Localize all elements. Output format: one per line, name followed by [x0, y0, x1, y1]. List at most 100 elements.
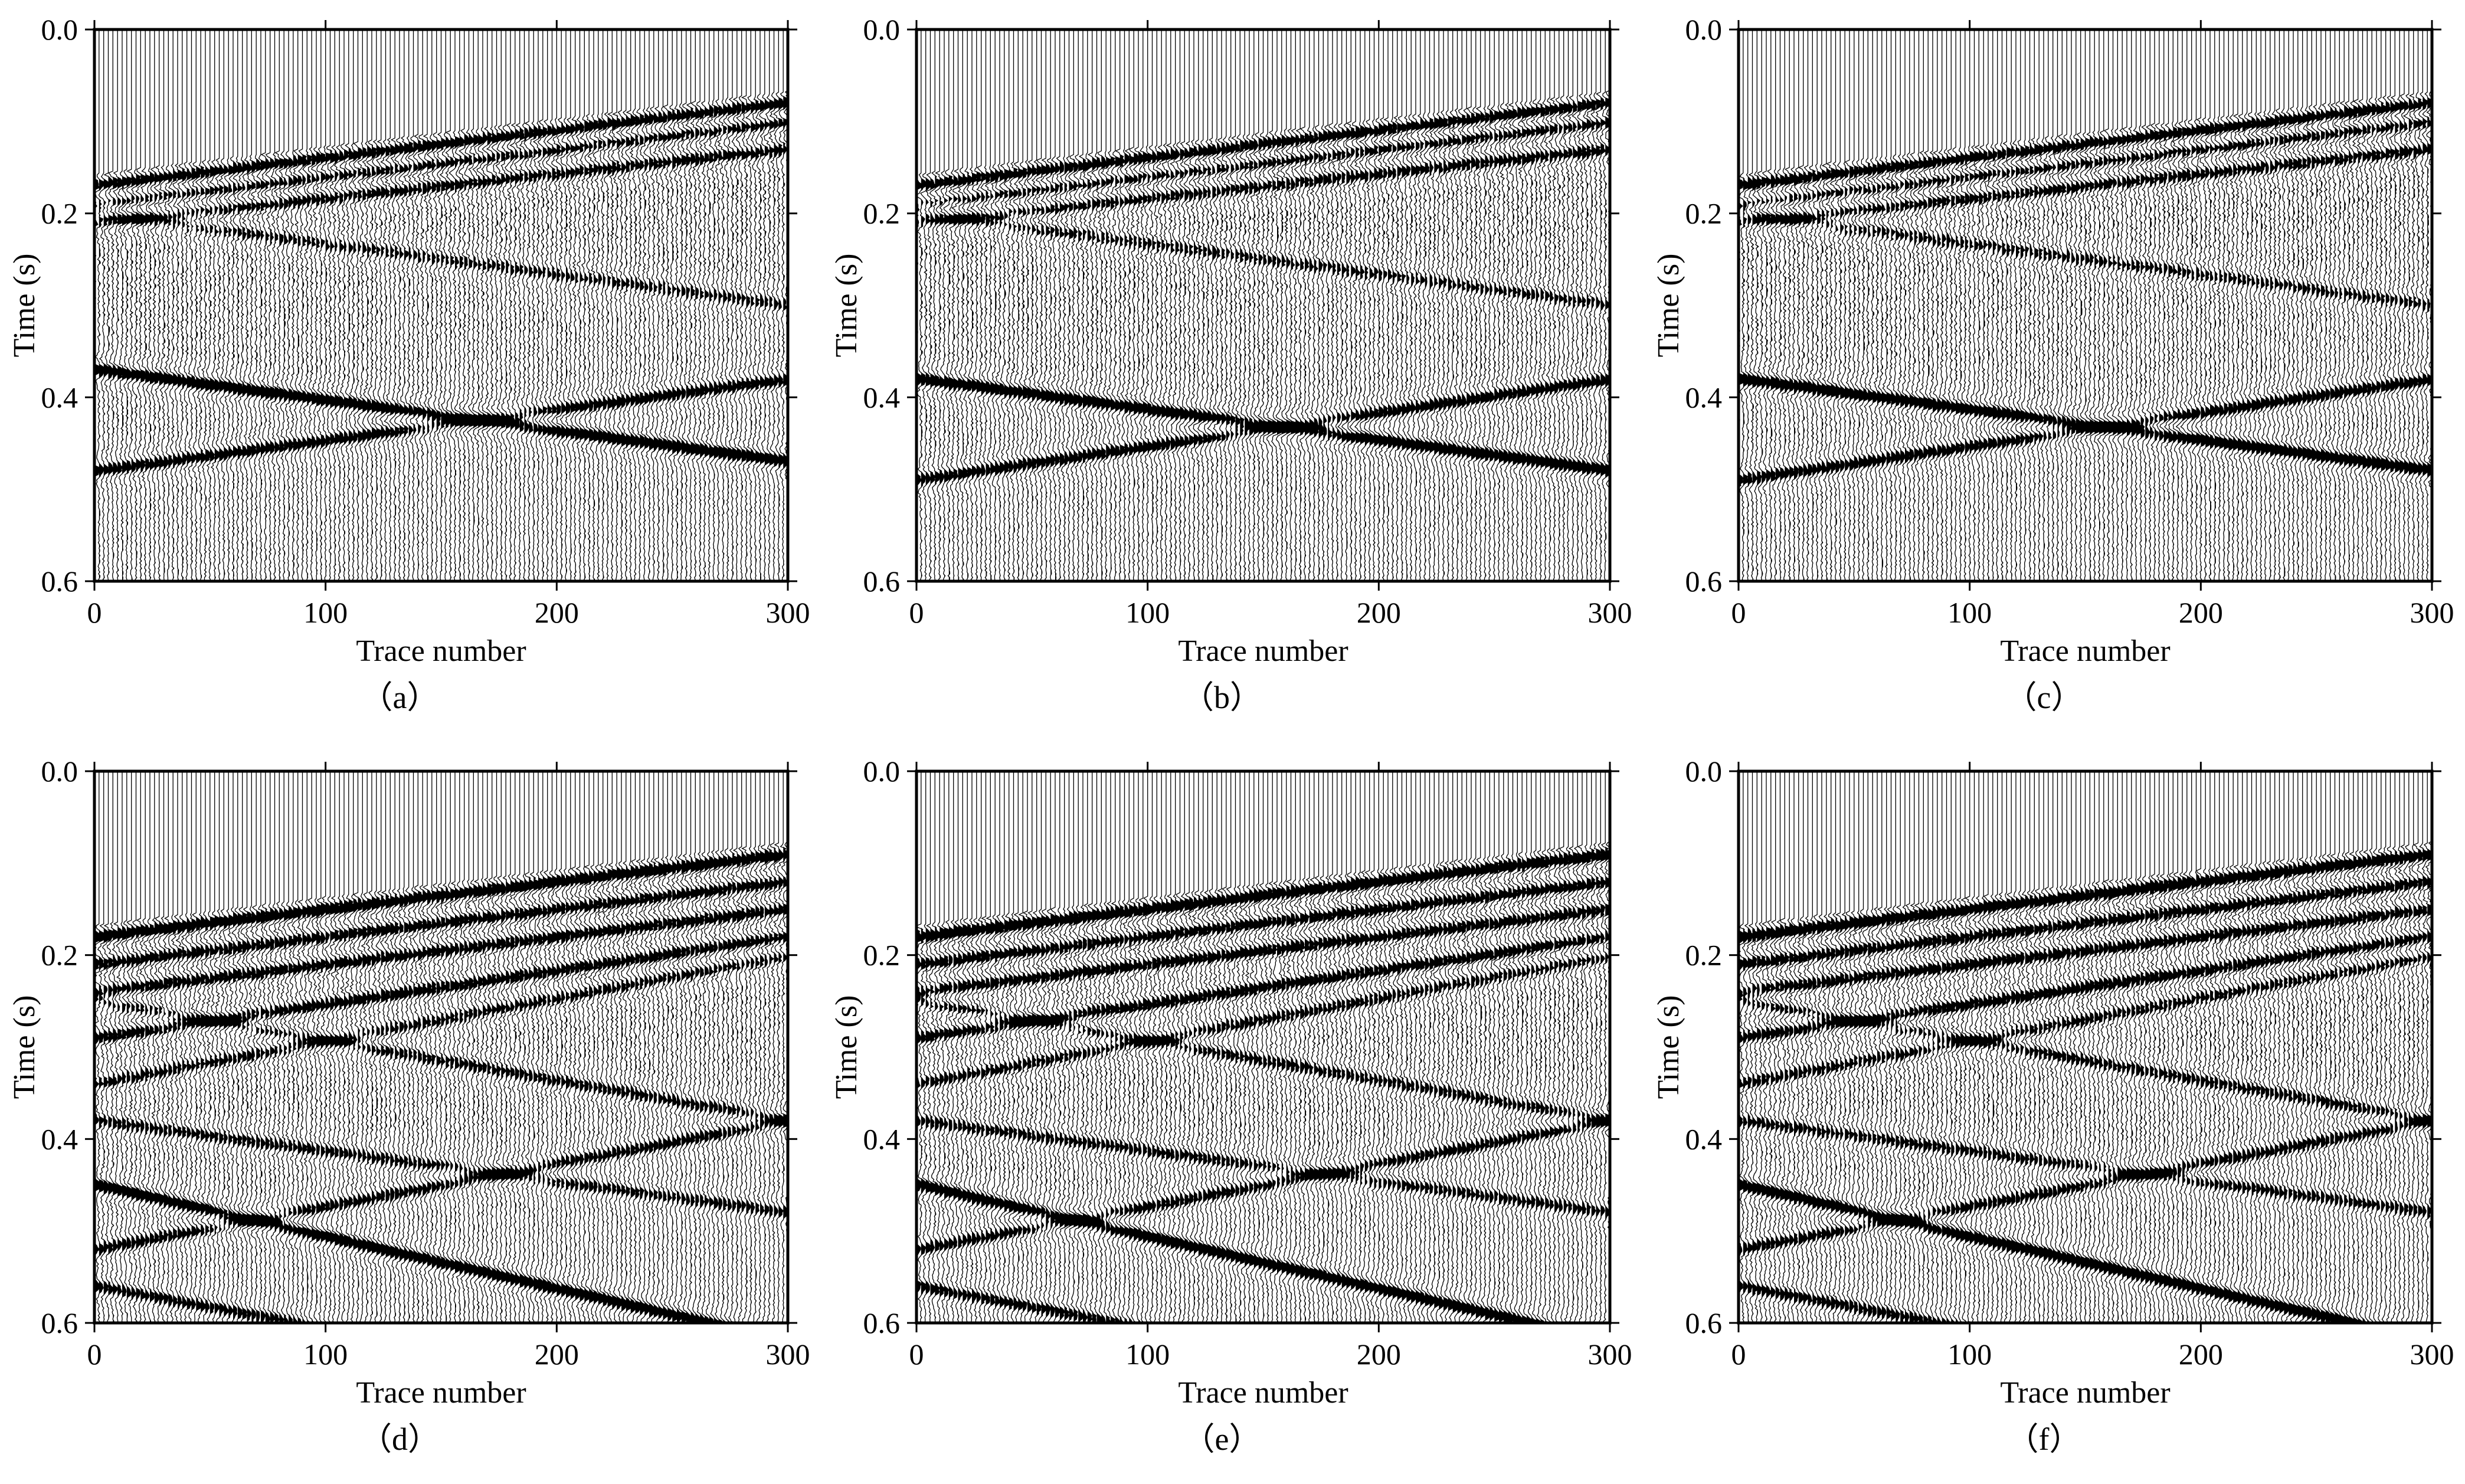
trace-fill [2289, 771, 2296, 1323]
trace-fill [1970, 30, 1977, 581]
trace-fill [362, 30, 369, 581]
trace-wiggle [585, 30, 596, 581]
trace-fill [1836, 30, 1843, 581]
trace-fill [1499, 771, 1505, 1323]
panel-caption: （d） [360, 1421, 440, 1457]
wiggle-traces [911, 771, 1618, 1323]
trace-wiggle [1877, 771, 1890, 1323]
trace-fill [1046, 30, 1052, 581]
trace-wiggle [1045, 771, 1058, 1323]
y-tick-label: 0.0 [863, 755, 901, 788]
x-tick-label: 0 [909, 596, 924, 629]
trace-wiggle [445, 771, 458, 1323]
trace-wiggle [366, 30, 379, 581]
x-tick-label: 300 [1588, 1338, 1632, 1371]
trace-fill [2044, 771, 2051, 1323]
trace-wiggle [533, 30, 545, 581]
trace-fill [1129, 30, 1136, 581]
trace-wiggle [232, 771, 245, 1323]
trace-wiggle [1872, 771, 1884, 1323]
trace-fill [1161, 30, 1167, 581]
y-tick-label: 0.2 [863, 939, 901, 972]
trace-wiggle [449, 30, 462, 581]
trace-fill [224, 30, 230, 581]
y-tick-label: 0.6 [1685, 1306, 1723, 1339]
trace-fill [1249, 771, 1256, 1323]
trace-fill [1291, 771, 1298, 1323]
y-axis-label: Time (s) [830, 995, 863, 1099]
trace-wiggle [1125, 30, 1136, 581]
trace-wiggle [492, 771, 505, 1323]
trace-fill [2284, 30, 2290, 581]
trace-wiggle [1475, 771, 1488, 1323]
trace-fill [441, 771, 449, 1323]
trace-fill [1905, 30, 1911, 581]
trace-fill [192, 771, 199, 1323]
trace-fill [510, 771, 518, 1323]
y-tick-label: 0.0 [863, 13, 901, 46]
trace-fill [931, 30, 937, 581]
trace-wiggle [2270, 30, 2282, 581]
trace-fill [981, 30, 988, 581]
x-axis-label: Trace number [1178, 634, 1348, 668]
trace-fill [543, 30, 549, 581]
trace-wiggle [2232, 771, 2245, 1323]
trace-wiggle [1429, 771, 1442, 1323]
trace-fill [261, 771, 269, 1323]
trace-wiggle [1049, 771, 1062, 1323]
trace-wiggle [1176, 30, 1187, 581]
trace-wiggle [2228, 771, 2240, 1323]
trace-fill [395, 30, 402, 581]
y-tick-label: 0.6 [41, 565, 78, 598]
trace-fill [2071, 771, 2078, 1323]
trace-wiggle [1438, 30, 1451, 581]
trace-fill [2182, 771, 2189, 1323]
trace-fill [455, 771, 463, 1323]
trace-wiggle [1060, 771, 1072, 1323]
x-tick-label: 100 [1947, 596, 1992, 629]
trace-fill [2173, 30, 2179, 581]
x-tick-label: 100 [1947, 1338, 1992, 1371]
trace-fill [954, 30, 961, 581]
trace-wiggle [2080, 771, 2093, 1323]
trace-fill [1831, 30, 1838, 581]
trace-wiggle [209, 771, 222, 1323]
trace-wiggle [2237, 771, 2250, 1323]
trace-wiggle [246, 771, 259, 1323]
trace-wiggle [2146, 771, 2158, 1323]
trace-fill [1425, 30, 1432, 581]
trace-wiggle [1036, 771, 1049, 1323]
trace-fill [986, 30, 993, 581]
trace-fill [972, 30, 978, 581]
trace-fill [1868, 30, 1874, 581]
trace-wiggle [1310, 30, 1320, 581]
y-tick-label: 0.0 [41, 755, 78, 788]
trace-wiggle [1392, 771, 1405, 1323]
trace-wiggle [398, 771, 411, 1323]
trace-fill [1960, 30, 1968, 581]
x-tick-label: 300 [766, 596, 810, 629]
y-tick-label: 0.0 [41, 13, 78, 46]
trace-wiggle [186, 771, 199, 1323]
trace-fill [1055, 771, 1063, 1323]
panel-d: 0 100 200 300 0.0 0.2 0.4 0.6 Trace number Time (… [0, 742, 820, 1483]
trace-wiggle [1184, 30, 1196, 581]
panel-b: 0 100 200 300 0.0 0.2 0.4 0.6 Trace number Time (… [822, 0, 1642, 742]
trace-fill [497, 30, 505, 581]
trace-wiggle [1900, 771, 1913, 1323]
trace-fill [1360, 30, 1366, 581]
trace-fill [469, 30, 477, 581]
trace-wiggle [1017, 771, 1030, 1323]
x-tick-label: 0 [909, 1338, 924, 1371]
trace-wiggle [1891, 30, 1903, 581]
trace-wiggle [1000, 30, 1011, 581]
trace-wiggle [1886, 771, 1898, 1323]
trace-wiggle [1069, 771, 1081, 1323]
trace-wiggle [1239, 771, 1252, 1323]
trace-fill [2053, 30, 2060, 581]
panel-caption: （a） [361, 680, 439, 715]
